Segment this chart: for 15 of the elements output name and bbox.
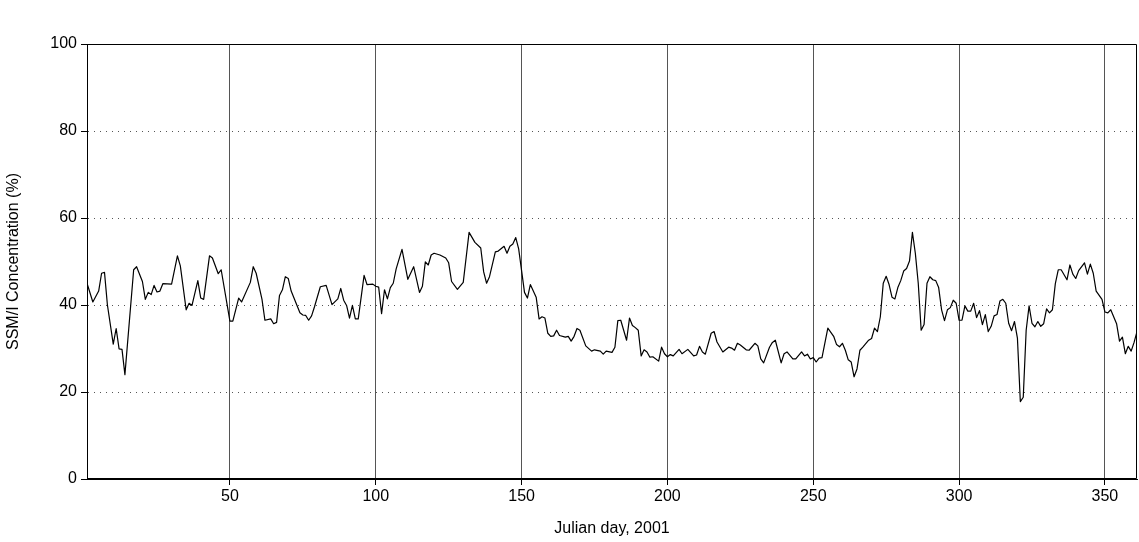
y-tick-label: 20 xyxy=(59,382,78,400)
x-tick-label: 150 xyxy=(508,487,536,505)
y-tick-label: 80 xyxy=(59,121,78,139)
y-tick-label: 100 xyxy=(50,34,78,52)
x-tick-label: 300 xyxy=(945,487,973,505)
x-tick-label: 250 xyxy=(799,487,827,505)
x-tick-label: 100 xyxy=(362,487,390,505)
x-tick-label: 50 xyxy=(221,487,239,505)
x-tick-label: 350 xyxy=(1091,487,1119,505)
y-tick-label: 40 xyxy=(59,295,78,313)
y-axis-title: SSM/I Concentration (%) xyxy=(4,173,22,350)
y-tick-label: 60 xyxy=(59,208,78,226)
x-axis-title: Julian day, 2001 xyxy=(554,518,670,536)
x-tick-label: 200 xyxy=(654,487,681,505)
y-tick-label: 0 xyxy=(68,469,78,487)
